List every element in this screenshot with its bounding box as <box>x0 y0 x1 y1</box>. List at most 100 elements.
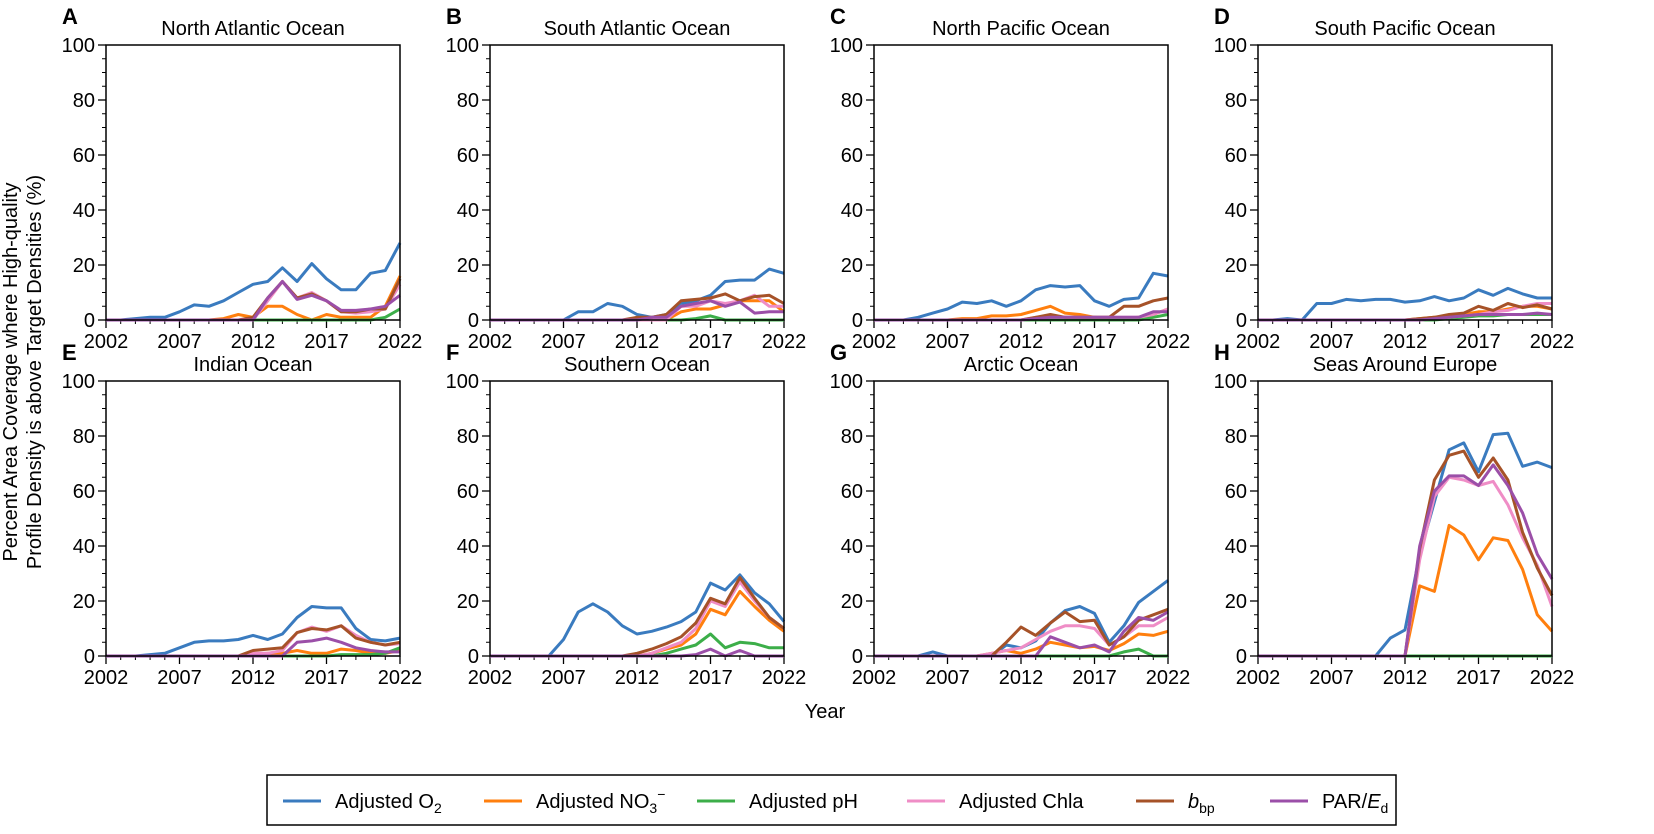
legend-item-o2: Adjusted O2 <box>283 791 442 816</box>
x-tick-label: 2002 <box>1236 667 1281 689</box>
panel-f: F Southern Ocean 0 20 40 60 80 100 2002 2007 2012 2… <box>446 340 807 689</box>
y-tick-label: 80 <box>73 90 95 112</box>
axes-frame <box>873 44 1169 321</box>
panel-h: H Seas Around Europe 0 20 40 60 80 100 2002 2007 2… <box>1214 340 1575 689</box>
series-line-no3 <box>1258 523 1554 658</box>
legend-frame <box>266 774 1397 826</box>
x-tick-label: 2012 <box>231 667 276 689</box>
y-tick-label: 40 <box>1225 200 1247 222</box>
legend-label-bbp: bbp <box>1188 791 1215 816</box>
x-tick-label: 2007 <box>1309 331 1354 353</box>
x-tick-label: 2002 <box>468 667 513 689</box>
x-tick-label: 2017 <box>688 667 733 689</box>
series-line-bbp <box>490 576 785 658</box>
y-tick-label: 20 <box>841 255 863 277</box>
panel-title: Seas Around Europe <box>1313 354 1498 376</box>
x-tick-label: 2007 <box>925 331 970 353</box>
panel-letter: D <box>1214 4 1230 29</box>
x-tick-label: 2012 <box>231 331 276 353</box>
x-tick-label: 2022 <box>762 667 807 689</box>
panel-title: South Atlantic Ocean <box>544 18 731 40</box>
y-tick-label: 0 <box>468 310 479 332</box>
legend-items: Adjusted O2 Adjusted NO3− Adjusted pH Adjus… <box>283 786 1388 816</box>
x-tick-label: 2012 <box>1383 331 1428 353</box>
x-tick-label: 2017 <box>688 331 733 353</box>
series-line-chla <box>106 280 402 322</box>
legend-label-ph: Adjusted pH <box>749 791 858 813</box>
legend-item-no3: Adjusted NO3− <box>484 786 665 816</box>
y-tick-label: 20 <box>457 255 479 277</box>
x-tick-label: 2012 <box>999 331 1044 353</box>
y-tick-label: 20 <box>73 255 95 277</box>
x-tick-label: 2022 <box>1146 667 1191 689</box>
x-tick-label: 2012 <box>1383 667 1428 689</box>
panel-letter: F <box>446 340 459 365</box>
legend-item-chla: Adjusted Chla <box>907 791 1084 813</box>
x-tick-label: 2012 <box>615 667 660 689</box>
axes-frame <box>1257 44 1553 321</box>
legend: Adjusted O2 Adjusted NO3− Adjusted pH Adjus… <box>266 774 1397 826</box>
panel-d: D South Pacific Ocean 0 20 40 60 80 100 2002 2007… <box>1214 4 1575 353</box>
y-tick-label: 0 <box>852 646 863 668</box>
y-tick-label: 80 <box>841 426 863 448</box>
y-tick-label: 40 <box>457 200 479 222</box>
legend-label-par: PAR/Ed <box>1322 791 1388 816</box>
y-tick-label: 100 <box>830 35 863 57</box>
axes-frame <box>1257 380 1553 657</box>
x-tick-label: 2017 <box>1456 667 1501 689</box>
y-tick-label: 40 <box>841 200 863 222</box>
panel-letter: B <box>446 4 462 29</box>
y-tick-label: 60 <box>841 481 863 503</box>
x-tick-label: 2002 <box>84 331 129 353</box>
x-tick-label: 2007 <box>541 331 586 353</box>
x-tick-label: 2002 <box>468 331 513 353</box>
y-tick-label: 100 <box>830 371 863 393</box>
panel-letter: E <box>62 340 77 365</box>
y-tick-label: 0 <box>1236 646 1247 668</box>
y-tick-label: 60 <box>73 481 95 503</box>
y-tick-label: 60 <box>841 145 863 167</box>
panel-letter: C <box>830 4 846 29</box>
y-tick-label: 20 <box>457 591 479 613</box>
x-tick-label: 2007 <box>157 331 202 353</box>
x-tick-label: 2002 <box>84 667 129 689</box>
x-tick-label: 2017 <box>1072 667 1117 689</box>
y-tick-label: 60 <box>1225 145 1247 167</box>
y-tick-label: 0 <box>1236 310 1247 332</box>
series-line-o2 <box>1258 286 1552 322</box>
x-tick-label: 2007 <box>157 667 202 689</box>
panel-letter: H <box>1214 340 1230 365</box>
y-tick-label: 20 <box>73 591 95 613</box>
x-tick-label: 2002 <box>1236 331 1281 353</box>
series-line-bbp <box>490 292 785 322</box>
y-tick-label: 80 <box>73 426 95 448</box>
x-tick-label: 2022 <box>1530 667 1575 689</box>
panel-title: North Atlantic Ocean <box>161 18 344 40</box>
y-tick-label: 100 <box>1214 35 1247 57</box>
series-line-par <box>1258 311 1553 322</box>
y-tick-label: 60 <box>457 481 479 503</box>
y-tick-label: 40 <box>841 536 863 558</box>
panel-a: A North Atlantic Ocean 0 20 40 60 80 100 2002 200… <box>62 4 423 353</box>
y-tick-label: 60 <box>1225 481 1247 503</box>
panel-title: North Pacific Ocean <box>932 18 1110 40</box>
x-tick-label: 2017 <box>1456 331 1501 353</box>
x-tick-label: 2007 <box>925 667 970 689</box>
x-tick-label: 2017 <box>304 331 349 353</box>
series-line-par <box>874 610 1169 658</box>
panel-title: Arctic Ocean <box>964 354 1078 376</box>
y-tick-label: 0 <box>852 310 863 332</box>
y-tick-label: 100 <box>446 35 479 57</box>
y-tick-label: 0 <box>84 310 95 332</box>
y-tick-label: 20 <box>841 591 863 613</box>
panel-letter: A <box>62 4 78 29</box>
y-tick-label: 40 <box>1225 536 1247 558</box>
axes-frame <box>873 380 1169 657</box>
y-tick-label: 80 <box>1225 426 1247 448</box>
panel-e: E Indian Ocean 0 20 40 60 80 100 2002 2007 2012 201… <box>62 340 423 689</box>
series-line-no3 <box>490 589 785 658</box>
panel-g: G Arctic Ocean 0 20 40 60 80 100 2002 2007 2012 201… <box>830 340 1191 689</box>
y-tick-label: 100 <box>1214 371 1247 393</box>
